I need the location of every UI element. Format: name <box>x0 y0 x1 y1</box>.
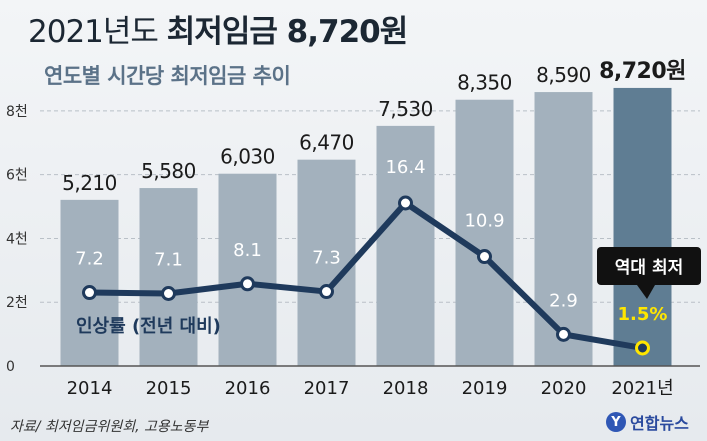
rate-point <box>635 340 650 356</box>
bar-value-label: 5,580 <box>141 159 196 183</box>
bar-value-label: 6,030 <box>220 145 275 169</box>
page-title: 2021년도 최저임금 8,720원 <box>28 6 408 51</box>
series-label: 인상률 (전년 대비) <box>76 316 221 337</box>
y-tick-label: 8천 <box>6 104 28 120</box>
x-tick-label: 2021년 <box>611 378 673 399</box>
rate-value-label: 7.1 <box>154 250 183 271</box>
rate-point <box>240 276 255 292</box>
bar-value-label: 8,720원 <box>599 59 686 84</box>
y-tick-label: 4천 <box>6 231 28 247</box>
bar <box>613 87 672 366</box>
bar-value-label: 8,590 <box>536 63 591 87</box>
yonhap-logo: Y 연합뉴스 <box>606 410 689 434</box>
rate-value-label: 16.4 <box>385 157 425 178</box>
x-tick-label: 2018 <box>383 378 429 399</box>
bar-value-label: 7,530 <box>378 97 433 121</box>
bar <box>455 99 514 366</box>
rate-value-label: 7.3 <box>312 248 341 269</box>
bar-value-label: 6,470 <box>299 131 354 155</box>
title-prefix: 2021년도 <box>28 14 159 50</box>
yonhap-logo-text: 연합뉴스 <box>630 414 689 433</box>
x-tick-label: 2015 <box>146 378 192 399</box>
bar <box>60 199 119 366</box>
x-tick-label: 2019 <box>462 378 508 399</box>
x-tick-label: 2014 <box>67 378 113 399</box>
bar <box>297 159 356 366</box>
chart-subtitle: 연도별 시간당 최저임금 추이 <box>44 64 291 88</box>
bar <box>534 92 593 366</box>
rate-point <box>319 284 334 300</box>
rate-point <box>477 249 492 265</box>
yonhap-logo-icon: Y <box>606 412 626 432</box>
x-tick-label: 2016 <box>225 378 271 399</box>
callout-box <box>597 247 701 285</box>
source-note: 자료/ 최저임금위원회, 고용노동부 <box>10 419 209 435</box>
rate-point <box>82 285 97 301</box>
bar-value-label: 8,350 <box>457 71 512 95</box>
rate-value-label: 10.9 <box>464 211 504 232</box>
bar <box>139 188 198 366</box>
rate-point <box>556 326 571 342</box>
callout-label: 역대 최저 <box>615 258 683 278</box>
y-tick-label: 2천 <box>6 295 28 311</box>
bar <box>376 125 435 366</box>
rate-value-label: 1.5% <box>618 304 668 325</box>
rate-point <box>161 286 176 302</box>
rate-point <box>398 195 413 211</box>
rate-value-label: 2.9 <box>549 290 578 311</box>
rate-value-label: 7.2 <box>75 249 104 270</box>
callout-pointer <box>637 285 655 299</box>
bar <box>218 173 277 366</box>
y-tick-label: 0 <box>6 359 15 375</box>
rate-value-label: 8.1 <box>233 240 262 261</box>
rate-line <box>86 200 646 351</box>
x-tick-label: 2020 <box>541 378 587 399</box>
title-main: 최저임금 8,720원 <box>166 14 408 50</box>
y-tick-label: 6천 <box>6 168 28 184</box>
x-tick-label: 2017 <box>304 378 350 399</box>
bar-value-label: 5,210 <box>62 171 117 195</box>
